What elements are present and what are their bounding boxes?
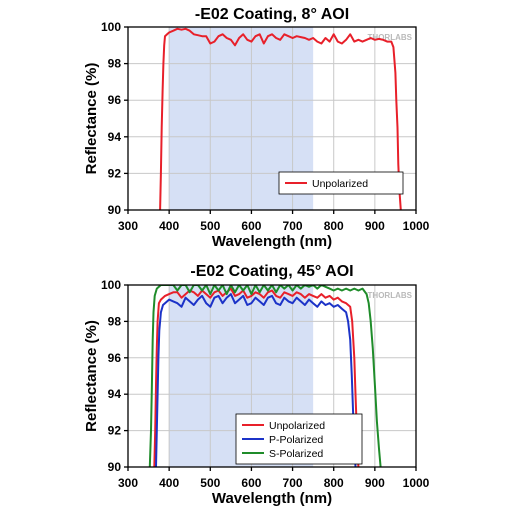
y-tick-label: 94: [108, 387, 122, 401]
series-group: [159, 27, 402, 210]
x-tick-label: 700: [283, 219, 303, 233]
legend-label: S-Polarized: [269, 448, 323, 460]
x-tick-label: 900: [365, 219, 385, 233]
x-tick-label: 1000: [403, 476, 430, 490]
y-tick-label: 92: [108, 424, 122, 438]
y-axis-title: Reflectance (%): [83, 63, 100, 175]
x-tick-label: 1000: [403, 219, 430, 233]
watermark-logo: THORLABS: [368, 33, 413, 42]
x-tick-label: 300: [118, 219, 138, 233]
legend-label: P-Polarized: [269, 434, 323, 446]
legend: Unpolarized: [278, 171, 404, 195]
x-tick-label: 600: [241, 219, 261, 233]
legend-label: Unpolarized: [312, 178, 368, 190]
series-line-s-polarized: [148, 285, 382, 467]
chart-title: -E02 Coating, 45° AOI: [190, 263, 353, 280]
gridlines: [128, 285, 416, 467]
y-tick-label: 90: [108, 203, 122, 217]
x-tick-label: 300: [118, 476, 138, 490]
y-tick-label: 96: [108, 93, 122, 107]
x-tick-label: 600: [241, 476, 261, 490]
x-tick-label: 500: [200, 219, 220, 233]
y-axis-title: Reflectance (%): [83, 320, 100, 432]
legend-box: [278, 171, 404, 195]
y-tick-label: 94: [108, 130, 122, 144]
y-tick-label: 98: [108, 314, 122, 328]
series-line-p-polarized: [155, 293, 357, 467]
chart-1: THORLABS 300 400 500 600 700 800 900 1000 90 92 94 9…: [83, 6, 430, 250]
x-tick-label: 400: [159, 476, 179, 490]
x-axis-title: Wavelength (nm): [212, 490, 332, 507]
legend-label: Unpolarized: [269, 420, 325, 432]
y-tick-label: 100: [101, 20, 121, 34]
x-axis-title: Wavelength (nm): [212, 233, 332, 250]
series-line-unpolarized: [153, 287, 360, 467]
y-tick-label: 98: [108, 57, 122, 71]
y-tick-label: 100: [101, 278, 121, 292]
legend: Unpolarized P-Polarized S-Polarized: [235, 413, 363, 465]
x-tick-label: 800: [324, 476, 344, 490]
y-tick-label: 90: [108, 460, 122, 474]
plot-frame: [127, 26, 417, 211]
plot-frame: [127, 284, 417, 468]
chart-2: THORLABS 300 400 500 600 700 800 900 1000 90 92 94 9…: [83, 263, 430, 507]
x-tick-label: 700: [283, 476, 303, 490]
x-tick-label: 900: [365, 476, 385, 490]
series-line-unpolarized: [159, 27, 402, 210]
x-tick-label: 500: [200, 476, 220, 490]
x-tick-label: 800: [324, 219, 344, 233]
y-tick-label: 92: [108, 166, 122, 180]
chart-title: -E02 Coating, 8° AOI: [195, 6, 349, 23]
x-tick-label: 400: [159, 219, 179, 233]
watermark-logo: THORLABS: [368, 291, 413, 300]
y-tick-label: 96: [108, 351, 122, 365]
series-group: [148, 285, 382, 467]
